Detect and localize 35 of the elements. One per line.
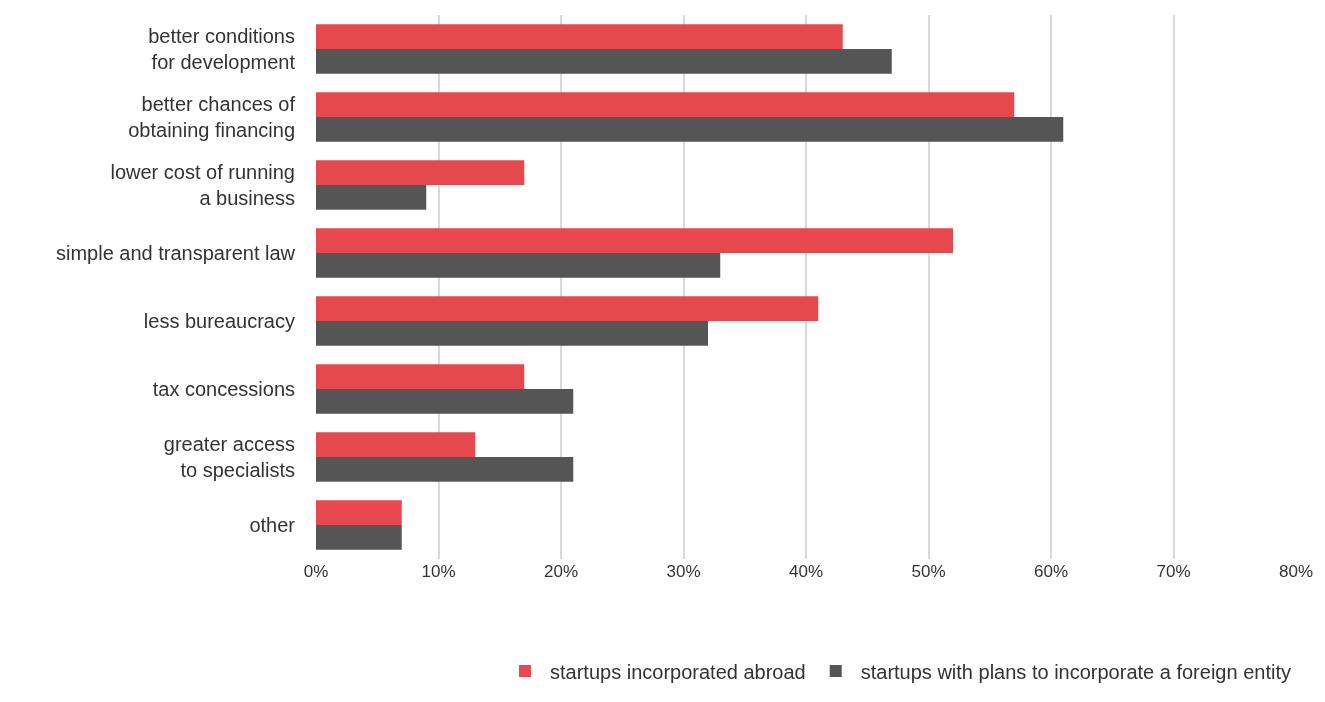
bar (316, 228, 953, 253)
x-tick-label: 60% (1033, 562, 1069, 581)
bar (316, 160, 525, 185)
x-tick-label: 20% (543, 562, 579, 581)
x-tick-label: 80% (1278, 562, 1314, 581)
y-tick-label: tax concessions (152, 378, 295, 400)
bar (316, 24, 843, 49)
bar (316, 253, 721, 278)
bar (316, 364, 525, 389)
bar (316, 525, 402, 550)
x-tick-label: 0% (303, 562, 329, 581)
bar (316, 117, 1064, 142)
bar (316, 296, 819, 321)
bar (316, 92, 1015, 117)
y-tick-label: better conditions for development (148, 25, 296, 73)
y-tick-label: greater access to specialists (163, 433, 295, 481)
x-tick-label: 10% (421, 562, 456, 581)
y-tick-label: lower cost of running a business (110, 161, 295, 209)
bar (316, 500, 402, 525)
y-tick-label: better chances of obtaining financing (128, 93, 296, 141)
bar (316, 432, 476, 457)
x-tick-label: 50% (911, 562, 946, 581)
bar (316, 321, 708, 346)
bar (316, 49, 892, 74)
bar (316, 457, 574, 482)
bar (316, 185, 427, 210)
bar (316, 389, 574, 414)
y-tick-label: other (249, 514, 296, 536)
x-tick-label: 30% (666, 562, 701, 581)
x-tick-label: 40% (788, 562, 824, 581)
y-tick-label: simple and transparent law (55, 242, 296, 264)
legend-label: startups with plans to incorporate a foreign entity (860, 660, 1291, 683)
y-tick-label: less bureaucracy (143, 310, 295, 332)
x-tick-label: 70% (1156, 562, 1191, 581)
legend-label: startups incorporated abroad (550, 660, 806, 683)
